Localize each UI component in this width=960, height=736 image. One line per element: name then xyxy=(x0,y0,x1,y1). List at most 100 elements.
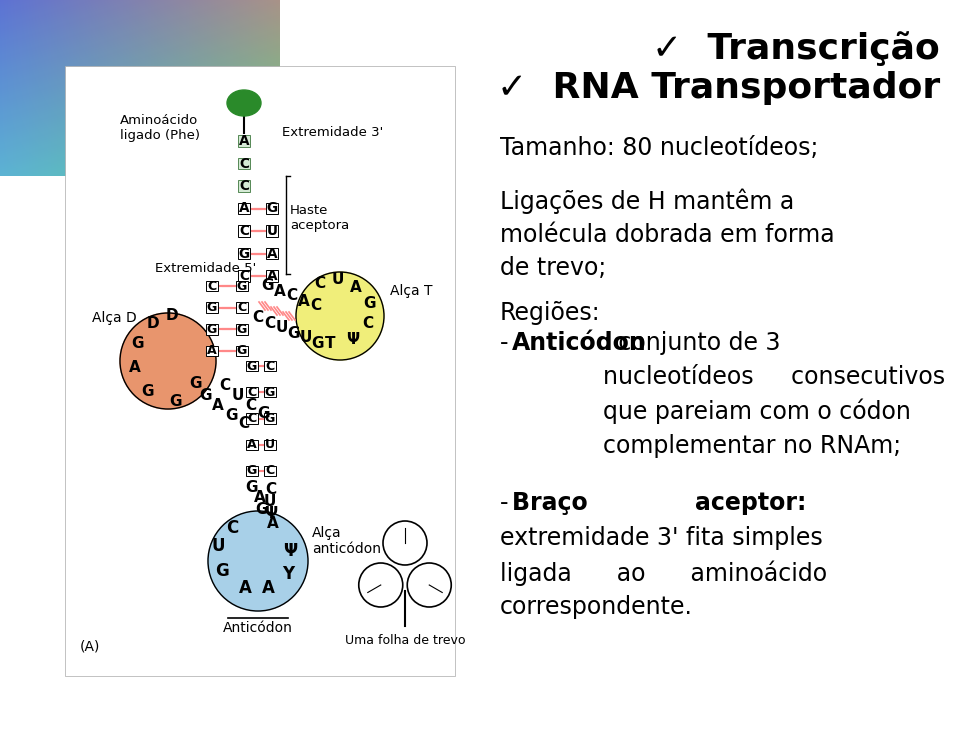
Circle shape xyxy=(383,521,427,565)
Text: Haste
aceptora: Haste aceptora xyxy=(290,204,349,232)
Text: Ψ: Ψ xyxy=(347,331,360,347)
Text: Ψ: Ψ xyxy=(264,506,277,522)
Text: C: C xyxy=(239,269,249,283)
Bar xyxy=(206,302,218,313)
Text: A: A xyxy=(275,283,286,299)
Bar xyxy=(238,248,251,259)
Text: C: C xyxy=(237,301,247,314)
Text: C: C xyxy=(220,378,230,394)
Text: Tamanho: 80 nucleotídeos;: Tamanho: 80 nucleotídeos; xyxy=(500,136,818,160)
Circle shape xyxy=(359,563,403,607)
Text: Aminoácido
ligado (Phe): Aminoácido ligado (Phe) xyxy=(120,114,200,142)
Bar xyxy=(238,203,251,214)
Text: G: G xyxy=(225,408,237,423)
Bar xyxy=(266,203,278,214)
Text: G: G xyxy=(265,412,276,425)
Text: Anticódon: Anticódon xyxy=(223,621,293,635)
Text: G: G xyxy=(206,323,217,336)
Text: G: G xyxy=(262,278,275,294)
Text: G: G xyxy=(169,394,181,408)
Text: D: D xyxy=(166,308,179,324)
Text: C: C xyxy=(310,299,322,314)
Text: C: C xyxy=(248,412,256,425)
Text: U: U xyxy=(267,224,277,238)
Text: -: - xyxy=(500,331,509,355)
Bar xyxy=(236,346,248,356)
Bar xyxy=(238,270,251,282)
Bar xyxy=(206,324,218,335)
Text: G: G xyxy=(247,359,257,372)
Text: U: U xyxy=(265,438,276,451)
Text: G: G xyxy=(265,386,276,399)
Text: C: C xyxy=(239,224,249,238)
Text: G: G xyxy=(247,464,257,478)
Text: A: A xyxy=(261,579,275,597)
Bar xyxy=(246,414,258,424)
Text: Alça D: Alça D xyxy=(92,311,136,325)
Text: C: C xyxy=(246,398,256,414)
Text: A: A xyxy=(267,517,278,531)
Bar xyxy=(264,414,276,424)
Text: C: C xyxy=(315,277,325,291)
Text: ✓  Transcrição: ✓ Transcrição xyxy=(652,31,940,66)
Text: (A): (A) xyxy=(80,640,101,654)
Bar xyxy=(246,439,258,450)
Bar xyxy=(238,225,251,236)
Text: C: C xyxy=(248,386,256,399)
Text: Regiões:: Regiões: xyxy=(500,301,601,325)
Text: G: G xyxy=(237,280,247,292)
Text: A: A xyxy=(267,269,277,283)
Bar xyxy=(206,281,218,291)
Ellipse shape xyxy=(227,90,261,116)
Text: C: C xyxy=(265,483,276,498)
Text: U: U xyxy=(300,330,312,345)
Bar xyxy=(236,281,248,291)
Text: Extremidade 5': Extremidade 5' xyxy=(155,261,256,275)
Bar xyxy=(238,180,251,191)
Bar xyxy=(238,158,251,169)
Text: Anticódon: Anticódon xyxy=(512,331,647,355)
Text: C: C xyxy=(239,157,249,171)
Bar xyxy=(450,0,960,736)
Text: G: G xyxy=(255,503,268,517)
Text: A: A xyxy=(350,280,362,295)
Circle shape xyxy=(407,563,451,607)
Bar xyxy=(236,302,248,313)
Text: C: C xyxy=(226,519,238,537)
Text: Y: Y xyxy=(282,565,294,583)
Bar xyxy=(266,270,278,282)
Bar xyxy=(246,361,258,371)
Bar xyxy=(246,466,258,476)
Text: : conjunto de 3
nucleotídeos     consecutivos
que pareiam com o códon
complement: : conjunto de 3 nucleotídeos consecutivo… xyxy=(603,331,946,458)
Text: G: G xyxy=(237,323,247,336)
Text: G: G xyxy=(215,562,228,580)
Text: D: D xyxy=(147,316,159,330)
Bar xyxy=(266,248,278,259)
Text: C: C xyxy=(238,416,250,431)
Text: Uma folha de trevo: Uma folha de trevo xyxy=(345,634,466,648)
Text: C: C xyxy=(265,464,275,478)
Text: T: T xyxy=(324,336,335,350)
Text: ✓  RNA Transportador: ✓ RNA Transportador xyxy=(496,71,940,105)
Text: G: G xyxy=(246,481,258,495)
Text: G: G xyxy=(206,301,217,314)
Circle shape xyxy=(208,511,308,611)
Text: U: U xyxy=(231,389,244,403)
Text: G: G xyxy=(312,336,324,350)
Text: G: G xyxy=(267,202,277,216)
Text: G: G xyxy=(238,247,250,261)
Text: Ψ: Ψ xyxy=(283,542,297,560)
Text: A: A xyxy=(130,361,141,375)
Text: G: G xyxy=(190,377,203,392)
Text: Ligações de H mantêm a
molécula dobrada em forma
de trevo;: Ligações de H mantêm a molécula dobrada … xyxy=(500,188,834,280)
Bar xyxy=(246,387,258,397)
Text: -: - xyxy=(500,491,509,515)
Text: Braço             aceptor:: Braço aceptor: xyxy=(512,491,806,515)
Text: G: G xyxy=(288,325,300,341)
Bar xyxy=(264,439,276,450)
Bar xyxy=(206,346,218,356)
Text: G: G xyxy=(142,383,155,398)
Text: G: G xyxy=(257,406,271,422)
Bar xyxy=(266,225,278,236)
Text: extremidade 3' fita simples
ligada      ao      aminoácido
correspondente.: extremidade 3' fita simples ligada ao am… xyxy=(500,526,828,619)
